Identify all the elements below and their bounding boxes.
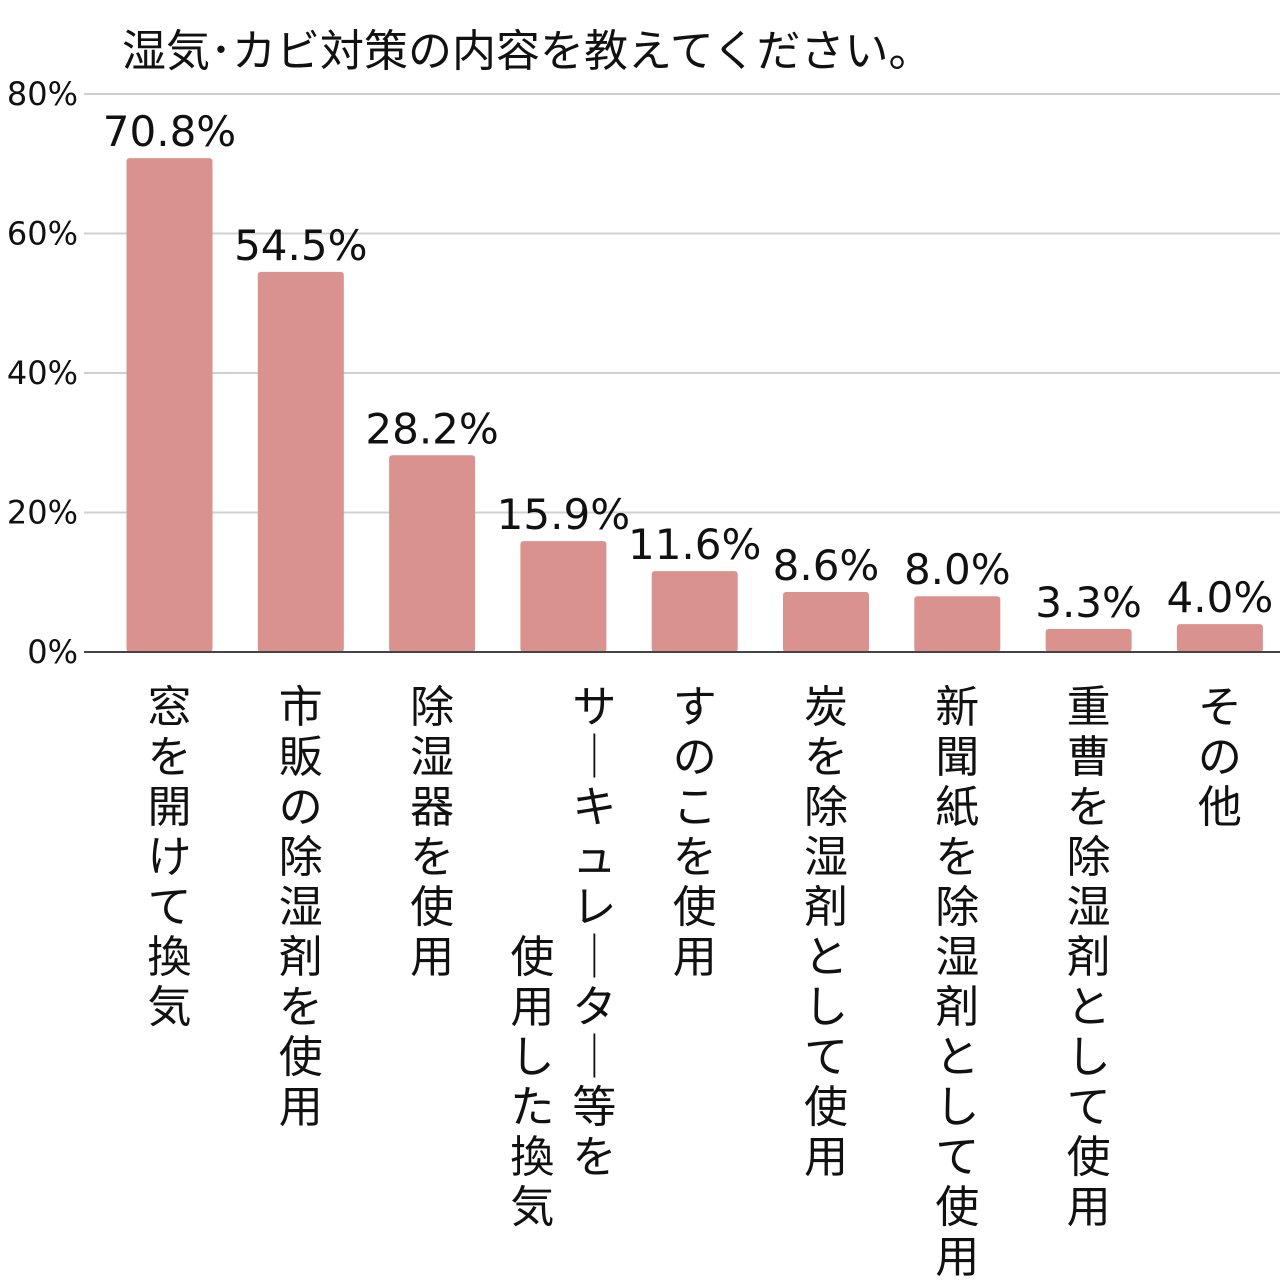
bar [1045,628,1132,652]
value-label: 70.8% [103,107,236,156]
value-label: 8.6% [773,541,880,590]
category-label: 市販の除湿剤を使用 [279,682,323,1133]
bar [257,271,344,652]
bar [651,571,738,652]
category-label: サ｜キュレ｜タ｜等を [572,682,616,1183]
bar [914,596,1001,652]
bar [389,455,476,652]
bar [126,158,213,653]
y-axis-ticks: 0% 20% 40% 60% 80% [7,75,78,671]
y-tick-label: 40% [7,354,78,392]
category-label: 使用した換気 [510,932,554,1233]
value-label: 54.5% [234,221,367,270]
y-tick-label: 20% [7,494,78,532]
value-label: 4.0% [1167,573,1274,622]
value-label: 28.2% [365,404,498,453]
value-label: 3.3% [1035,578,1142,627]
y-tick-label: 60% [7,215,78,253]
chart-title: 湿気･カビ対策の内容を教えてください。 [122,26,932,77]
bar [1176,624,1263,652]
category-label: その他 [1198,682,1242,833]
category-label: 炭を除湿剤として使用 [804,682,848,1183]
category-label: すのこを使用 [673,682,717,983]
y-tick-label: 80% [7,75,78,113]
bar [783,592,869,652]
bars [126,158,1263,653]
value-label: 11.6% [628,520,761,569]
category-label: 重曹を除湿剤として使用 [1067,682,1111,1233]
value-label: 15.9% [497,490,630,539]
y-tick-label: 0% [27,633,78,671]
category-label: 新聞紙を除湿剤として使用 [935,682,979,1280]
value-labels: 70.8% 54.5% 28.2% 15.9%11.6% 8.6% 8.0% 3.3% 4.0… [103,107,1273,627]
value-label: 8.0% [904,545,1011,594]
category-label: 除湿器を使用 [410,682,454,983]
category-label: 窓を開けて換気 [148,682,192,1033]
bar [520,541,607,652]
